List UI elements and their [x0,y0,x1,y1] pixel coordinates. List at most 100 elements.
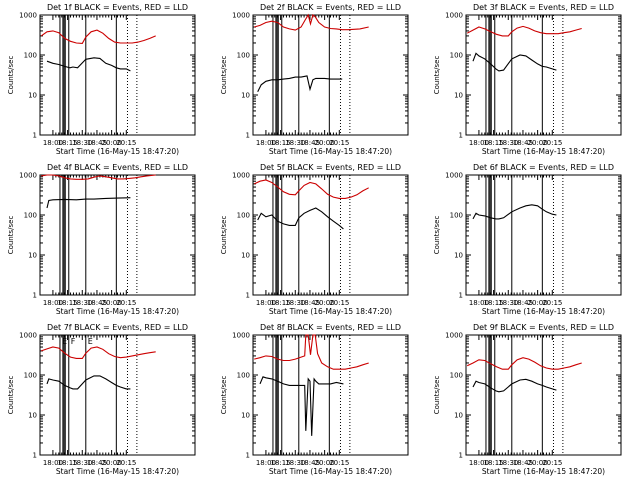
y-tick-label: 1000 [232,332,250,340]
lld-series-line [41,174,156,180]
y-tick-label: 1000 [232,12,250,20]
x-axis-label: Start Time (16-May-15 18:47:20) [482,147,605,156]
x-tick-label: 18:45 [513,299,533,307]
x-tick-label: 18:15 [484,459,504,467]
x-axis-label: Start Time (16-May-15 18:47:20) [56,147,179,156]
events-series-line [472,378,557,393]
y-tick-label: 10 [28,252,37,260]
x-axis-label: Start Time (16-May-15 18:47:20) [269,307,392,316]
chart-title: Det 8f BLACK = Events, RED = LLD [260,323,401,332]
y-tick-label: 10 [241,412,250,420]
y-tick-label: 1 [246,132,250,140]
x-tick-label: 20:15 [116,459,136,467]
y-tick-label: 10 [28,92,37,100]
x-tick-label: 18:45 [513,459,533,467]
x-tick-label: 20:15 [542,299,562,307]
y-tick-label: 1000 [19,12,37,20]
x-axis-label: Start Time (16-May-15 18:47:20) [56,307,179,316]
lld-series-line [254,13,369,31]
panel-2: Det 2f BLACK = Events, RED = LLD 1 10 100 10… [220,3,409,156]
lld-series-line [40,29,156,44]
y-tick-label: 1000 [19,172,37,180]
x-tick-label: 18:15 [271,139,291,147]
x-tick-label: 18:15 [58,139,78,147]
x-tick-label: 18:45 [300,459,320,467]
x-axis-label: Start Time (16-May-15 18:47:20) [269,467,392,476]
y-tick-label: 100 [24,212,37,220]
y-tick-label: 10 [454,252,463,260]
lld-series-line [253,179,369,199]
x-tick-label: 18:30 [498,299,518,307]
x-tick-label: 20:00 [528,139,548,147]
x-tick-label: 20:00 [528,299,548,307]
x-tick-label: 20:15 [116,139,136,147]
y-axis-label: Counts/sec [433,376,441,415]
chart-title: Det 4f BLACK = Events, RED = LLD [47,163,188,172]
y-tick-label: 100 [237,212,250,220]
x-tick-label: 18:15 [271,299,291,307]
events-series-line [46,197,131,209]
y-tick-label: 100 [450,372,463,380]
panel-7: Det 7f BLACK = Events, RED = LLD 1 10 100 10… [7,323,196,476]
y-tick-label: 100 [450,212,463,220]
x-tick-label: 18:15 [58,459,78,467]
lld-series-line [41,346,156,359]
events-series-line [257,207,344,230]
x-tick-label: 18:00 [256,299,276,307]
x-axis-label: Start Time (16-May-15 18:47:20) [482,467,605,476]
x-tick-label: 18:45 [87,139,107,147]
x-tick-label: 18:45 [513,139,533,147]
y-tick-label: 1 [246,292,250,300]
y-tick-label: 1000 [445,332,463,340]
chart-title: Det 2f BLACK = Events, RED = LLD [260,3,401,12]
x-tick-label: 18:00 [43,139,63,147]
x-tick-label: 18:30 [72,299,92,307]
y-tick-label: 10 [28,412,37,420]
x-axis-label: Start Time (16-May-15 18:47:20) [269,147,392,156]
panel-4: Det 4f BLACK = Events, RED = LLD 1 10 100 10… [7,163,196,316]
y-axis-label: Counts/sec [7,56,15,95]
chart-title: Det 1f BLACK = Events, RED = LLD [47,3,188,12]
x-tick-label: 20:15 [542,459,562,467]
panel-9: Det 9f BLACK = Events, RED = LLD 1 10 100 10… [433,323,622,476]
chart-title: Det 6f BLACK = Events, RED = LLD [473,163,614,172]
x-tick-label: 18:45 [87,459,107,467]
x-tick-label: 18:00 [469,139,489,147]
events-series-line [46,375,131,390]
y-tick-label: 100 [24,372,37,380]
x-tick-label: 18:00 [256,459,276,467]
x-tick-label: 20:15 [329,459,349,467]
x-tick-label: 18:00 [469,299,489,307]
x-tick-label: 20:15 [329,139,349,147]
x-tick-label: 18:30 [285,459,305,467]
x-tick-label: 20:00 [315,459,335,467]
y-axis-label: Counts/sec [220,56,228,95]
panel-8: Det 8f BLACK = Events, RED = LLD 1 10 100 10… [220,323,409,476]
x-axis-label: Start Time (16-May-15 18:47:20) [56,467,179,476]
chart-title: Det 9f BLACK = Events, RED = LLD [473,323,614,332]
events-series-line [46,57,131,72]
y-axis-label: Counts/sec [433,56,441,95]
panel-3: Det 3f BLACK = Events, RED = LLD 1 10 100 10… [433,3,622,156]
events-series-line [259,376,344,436]
x-tick-label: 20:15 [542,139,562,147]
y-tick-label: 1 [459,452,463,460]
y-axis-label: Counts/sec [433,216,441,255]
events-series-line [472,204,557,220]
y-tick-label: 100 [24,52,37,60]
x-tick-label: 20:00 [102,139,122,147]
x-tick-label: 18:15 [58,299,78,307]
lld-series-line [254,334,369,370]
x-tick-label: 18:30 [285,139,305,147]
x-tick-label: 18:45 [300,139,320,147]
y-tick-label: 1 [33,292,37,300]
x-tick-label: 18:15 [271,459,291,467]
y-tick-label: 10 [241,92,250,100]
x-tick-label: 18:30 [498,459,518,467]
events-series-line [472,52,557,72]
y-tick-label: 1000 [445,12,463,20]
y-axis-label: Counts/sec [7,216,15,255]
x-tick-label: 20:15 [116,299,136,307]
y-tick-label: 1 [459,292,463,300]
x-tick-label: 18:30 [285,299,305,307]
